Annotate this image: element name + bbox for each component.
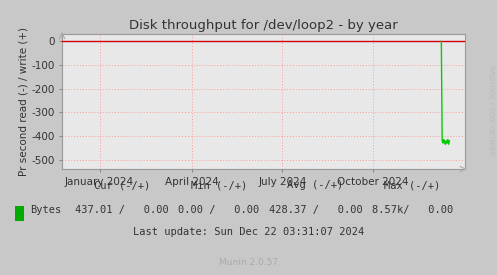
- Text: 437.01 /   0.00: 437.01 / 0.00: [75, 205, 168, 215]
- Text: RRDTOOL / TOBI OETIKER: RRDTOOL / TOBI OETIKER: [488, 65, 494, 155]
- Title: Disk throughput for /dev/loop2 - by year: Disk throughput for /dev/loop2 - by year: [129, 19, 398, 32]
- Text: Min (-/+): Min (-/+): [190, 180, 247, 190]
- Text: Avg (-/+): Avg (-/+): [287, 180, 344, 190]
- Y-axis label: Pr second read (-) / write (+): Pr second read (-) / write (+): [18, 27, 28, 176]
- Text: Max (-/+): Max (-/+): [384, 180, 441, 190]
- Text: 0.00 /   0.00: 0.00 / 0.00: [178, 205, 259, 215]
- Text: 8.57k/   0.00: 8.57k/ 0.00: [372, 205, 453, 215]
- Text: Last update: Sun Dec 22 03:31:07 2024: Last update: Sun Dec 22 03:31:07 2024: [133, 227, 364, 237]
- Text: Cur (-/+): Cur (-/+): [93, 180, 150, 190]
- Text: Munin 2.0.57: Munin 2.0.57: [219, 258, 278, 267]
- Text: 428.37 /   0.00: 428.37 / 0.00: [269, 205, 362, 215]
- Text: Bytes: Bytes: [30, 205, 61, 215]
